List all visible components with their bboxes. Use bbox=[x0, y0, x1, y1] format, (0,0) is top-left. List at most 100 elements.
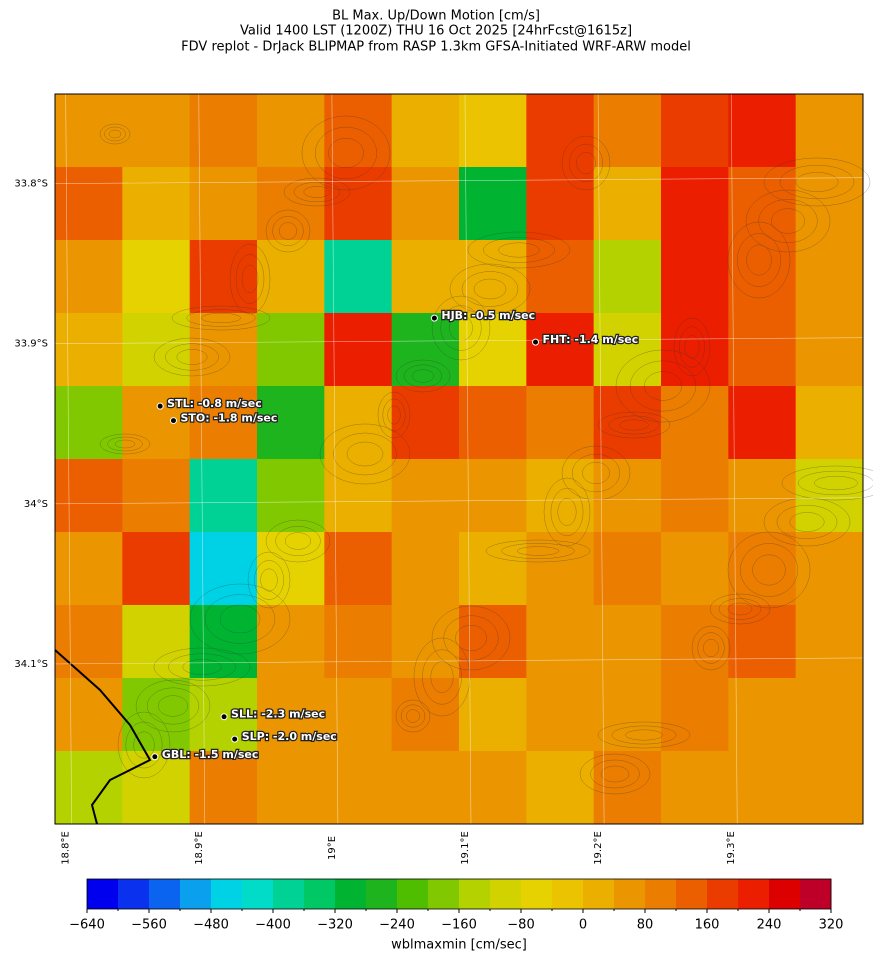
contour bbox=[319, 423, 411, 485]
field-cell bbox=[593, 94, 662, 168]
contour bbox=[241, 264, 259, 294]
field-cell bbox=[257, 386, 325, 460]
colorbar-tick-label: −640 bbox=[69, 918, 105, 933]
contour bbox=[204, 594, 276, 644]
colorbar-bin bbox=[335, 879, 367, 909]
contour bbox=[483, 237, 555, 263]
contour bbox=[440, 305, 482, 351]
contour bbox=[133, 731, 155, 759]
field-cell bbox=[661, 532, 729, 606]
field-cell bbox=[728, 313, 797, 387]
field-cell bbox=[257, 678, 325, 752]
contour bbox=[99, 123, 131, 145]
x-tick-label: 18.9°E bbox=[194, 831, 205, 865]
contour bbox=[789, 512, 825, 532]
contour bbox=[260, 568, 278, 592]
field-cell bbox=[391, 313, 460, 387]
contour bbox=[430, 661, 454, 693]
field-cell bbox=[459, 240, 527, 314]
field-cell bbox=[324, 240, 393, 314]
field-cell bbox=[661, 678, 729, 752]
field-cell bbox=[526, 532, 595, 606]
contour bbox=[611, 725, 677, 745]
contour bbox=[186, 309, 256, 327]
contour bbox=[278, 222, 298, 240]
colorbar-bin bbox=[521, 879, 553, 909]
contour bbox=[746, 244, 772, 276]
contour bbox=[473, 278, 507, 300]
contour bbox=[758, 199, 818, 243]
contour bbox=[498, 242, 540, 258]
field-cell bbox=[324, 167, 393, 241]
station-marker bbox=[430, 314, 438, 322]
field-cell bbox=[728, 678, 797, 752]
field-cell bbox=[728, 240, 797, 314]
field-cell bbox=[593, 167, 662, 241]
station-label: STL: -0.8 m/sec bbox=[167, 397, 262, 410]
contour bbox=[781, 465, 873, 501]
field-cell bbox=[324, 459, 393, 533]
field-cell bbox=[593, 240, 662, 314]
contour bbox=[814, 475, 858, 491]
field-cell bbox=[728, 751, 797, 825]
colorbar-bin bbox=[180, 879, 212, 909]
field-cell bbox=[324, 532, 393, 606]
colorbar-bin bbox=[87, 879, 119, 909]
field-cell bbox=[459, 751, 527, 825]
field-cell bbox=[55, 313, 123, 387]
contour bbox=[107, 436, 143, 452]
field-cell bbox=[122, 313, 191, 387]
colorbar-tick-label: −160 bbox=[441, 918, 477, 933]
station-label: HJB: -0.5 m/sec bbox=[441, 309, 535, 322]
contour bbox=[168, 653, 236, 681]
field-cell bbox=[728, 459, 797, 533]
station-marker bbox=[151, 753, 159, 761]
field-cell bbox=[391, 459, 460, 533]
field-cell bbox=[661, 459, 729, 533]
station-label: SLP: -2.0 m/sec bbox=[242, 730, 337, 743]
field-cell bbox=[55, 678, 123, 752]
field-cell bbox=[661, 386, 729, 460]
field-cell bbox=[459, 605, 527, 679]
contour bbox=[254, 560, 284, 600]
contour bbox=[235, 254, 265, 304]
contour bbox=[684, 335, 700, 359]
contour bbox=[608, 415, 660, 435]
field-cell bbox=[795, 605, 864, 679]
grid-line bbox=[597, 93, 605, 825]
field-cell bbox=[391, 678, 460, 752]
contour bbox=[727, 531, 811, 609]
contour bbox=[752, 554, 786, 586]
field-cell bbox=[122, 167, 191, 241]
contour bbox=[571, 453, 621, 493]
contour bbox=[600, 765, 630, 783]
colorbar-bin bbox=[397, 879, 429, 909]
field-cell bbox=[55, 94, 123, 168]
contour bbox=[763, 157, 871, 207]
field-cell bbox=[459, 167, 527, 241]
field-cell bbox=[257, 532, 325, 606]
contour bbox=[395, 359, 451, 393]
field-cell bbox=[391, 386, 460, 460]
colorbar-bin bbox=[707, 879, 739, 909]
colorbar-bin bbox=[645, 879, 677, 909]
colorbar-bin bbox=[552, 879, 584, 909]
x-tick-label: 19.1°E bbox=[460, 831, 471, 865]
colorbar-bin bbox=[676, 879, 708, 909]
field-cell bbox=[728, 386, 797, 460]
colorbar-bin bbox=[583, 879, 615, 909]
contour bbox=[727, 221, 791, 299]
contour bbox=[272, 216, 304, 246]
field-cell bbox=[661, 751, 729, 825]
contour bbox=[619, 419, 649, 431]
contour bbox=[737, 233, 781, 287]
field-cell bbox=[324, 605, 393, 679]
contour bbox=[405, 709, 421, 723]
contour bbox=[395, 699, 431, 733]
field-cell bbox=[459, 313, 527, 387]
field-cell bbox=[459, 386, 527, 460]
x-tick-label: 19°E bbox=[327, 836, 338, 860]
field-cell bbox=[324, 94, 393, 168]
contour bbox=[135, 679, 211, 733]
contour bbox=[431, 605, 511, 671]
